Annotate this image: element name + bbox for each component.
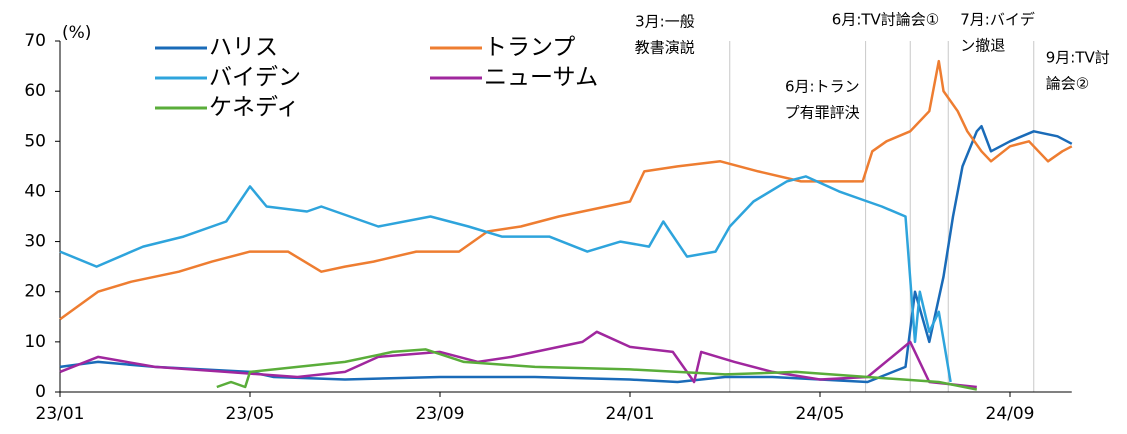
series-line [216,348,978,391]
y-tick-label: 0 [35,382,46,402]
x-tick-label: 24/09 [986,404,1035,424]
x-tick-label: 23/01 [36,404,85,424]
annotation: プ有罪評決 [785,104,860,122]
series-line [59,330,977,389]
annotation: 論会② [1046,75,1089,93]
legend-label: ハリス [209,35,278,61]
y-tick-label: 20 [24,282,46,302]
y-tick-label: 40 [24,181,46,201]
series-line [59,124,1073,384]
y-unit: (%) [62,23,91,43]
annotation: 9月:TV討 [1046,49,1110,67]
y-tick-label: 10 [24,332,46,352]
annotation: 教書演説 [635,39,695,57]
x-tick-label: 24/01 [606,404,655,424]
y-tick-label: 60 [24,81,46,101]
legend-label: トランプ [484,35,575,61]
x-tick-label: 24/05 [796,404,845,424]
y-tick-label: 30 [24,232,46,252]
y-tick-label: 70 [24,31,46,51]
annotation: 6月:TV討論会① [832,11,939,29]
x-tick-label: 23/05 [226,404,275,424]
legend-label: ケネディ [209,95,299,121]
annotation: ン撤退 [960,37,1005,55]
x-tick-label: 23/09 [416,404,465,424]
legend-label: バイデン [209,65,301,91]
annotation: 6月:トラン [785,78,860,96]
legend-label: ニューサム [484,65,598,91]
annotation: 7月:バイデ [960,11,1035,29]
y-tick-label: 50 [24,131,46,151]
series-line [59,175,952,383]
series-line [59,59,1073,321]
annotation: 3月:一般 [635,13,695,31]
